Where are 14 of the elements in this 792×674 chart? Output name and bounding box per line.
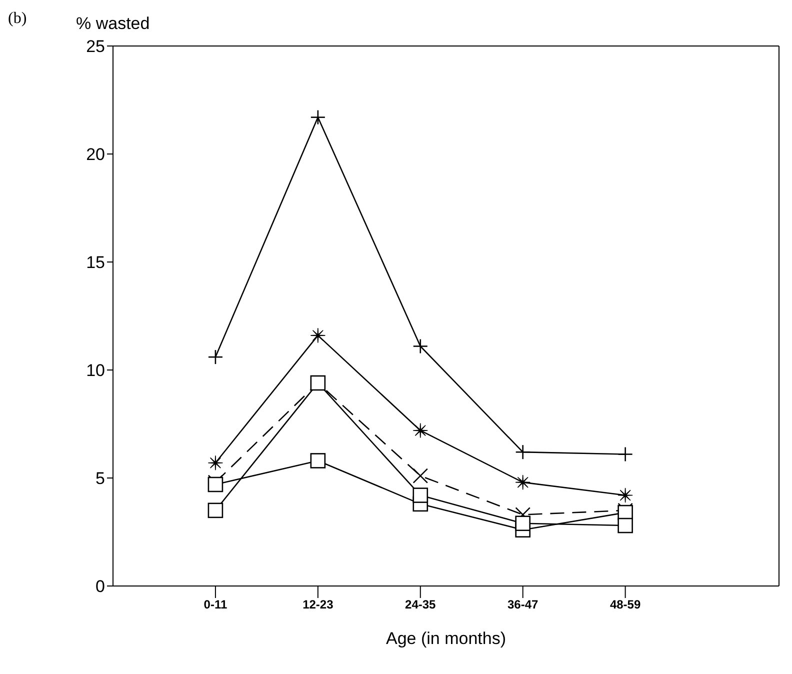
x-tick-label: 24-35 — [405, 598, 436, 612]
y-tick-label: 10 — [86, 361, 105, 380]
x-tick-label: 48-59 — [610, 598, 641, 612]
y-tick-label: 25 — [86, 37, 105, 56]
y-axis-title: % wasted — [76, 14, 150, 34]
y-tick-label: 20 — [86, 145, 105, 164]
x-tick-label: 12-23 — [302, 598, 334, 612]
x-axis-title: Age (in months) — [386, 629, 506, 648]
x-tick-label: 0-11 — [204, 598, 228, 612]
y-tick-label: 5 — [96, 469, 105, 488]
y-tick-label: 0 — [96, 577, 105, 596]
y-tick-label: 15 — [86, 253, 105, 272]
text: (b) — [8, 10, 27, 28]
x-tick-label: 36-47 — [507, 598, 539, 612]
